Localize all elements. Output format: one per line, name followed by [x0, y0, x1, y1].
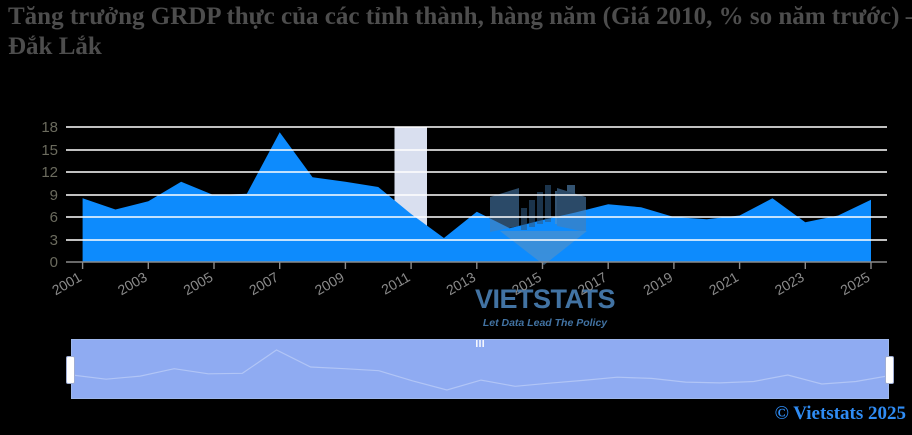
svg-text:18: 18	[41, 119, 58, 136]
svg-text:6: 6	[50, 209, 58, 226]
svg-text:15: 15	[41, 142, 58, 159]
svg-text:2013: 2013	[443, 269, 478, 299]
svg-text:2011: 2011	[379, 269, 413, 298]
svg-text:2025: 2025	[838, 269, 873, 299]
svg-text:2003: 2003	[115, 269, 150, 299]
svg-text:3: 3	[50, 232, 58, 249]
svg-text:2001: 2001	[49, 269, 84, 299]
svg-text:12: 12	[41, 164, 58, 181]
svg-text:2019: 2019	[640, 269, 675, 299]
svg-text:0: 0	[50, 254, 58, 271]
svg-text:2009: 2009	[312, 269, 347, 299]
svg-text:2005: 2005	[181, 269, 216, 299]
svg-text:2023: 2023	[772, 269, 807, 299]
svg-text:Let Data Lead The Policy: Let Data Lead The Policy	[483, 317, 608, 329]
svg-text:2021: 2021	[706, 269, 741, 299]
svg-text:2007: 2007	[246, 269, 281, 299]
svg-text:9: 9	[50, 187, 58, 204]
